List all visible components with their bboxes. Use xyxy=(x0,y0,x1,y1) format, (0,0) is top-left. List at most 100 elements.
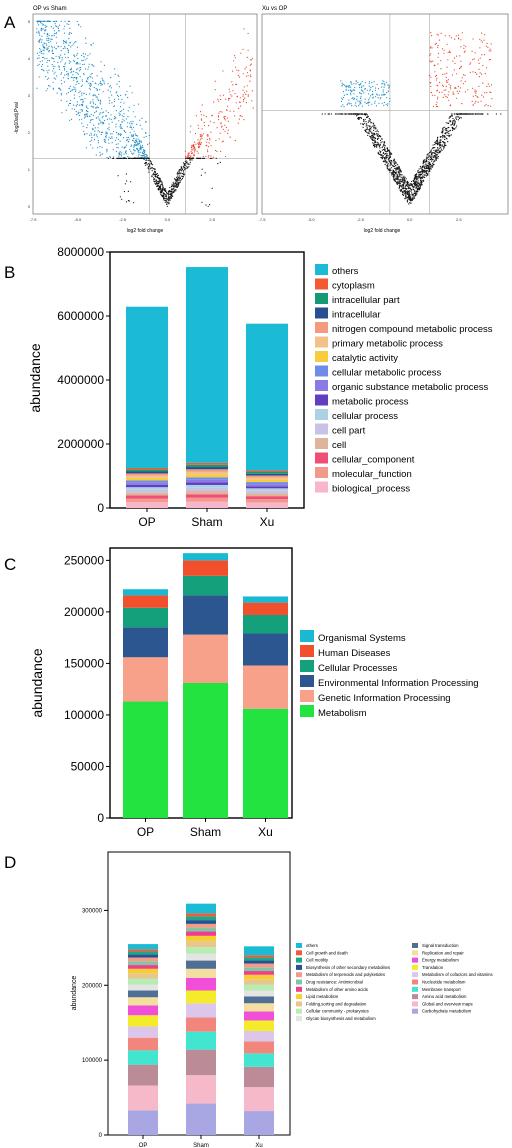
volcano-point xyxy=(123,157,125,159)
volcano-point xyxy=(84,53,86,55)
volcano-point xyxy=(51,50,53,52)
volcano-point xyxy=(82,63,84,66)
volcano-point xyxy=(412,186,414,188)
volcano-point xyxy=(446,96,448,98)
volcano-point xyxy=(44,58,46,60)
volcano-point xyxy=(173,185,175,187)
volcano-point xyxy=(452,117,454,120)
volcano-point xyxy=(436,77,438,79)
volcano-point xyxy=(95,87,97,90)
volcano-point xyxy=(427,154,429,156)
volcano-point xyxy=(75,78,78,80)
volcano-point xyxy=(116,132,118,134)
volcano-point xyxy=(130,150,132,152)
volcano-point xyxy=(125,150,127,152)
volcano-point xyxy=(179,177,181,179)
volcano-point xyxy=(473,58,475,60)
volcano-point xyxy=(430,154,432,156)
volcano-point xyxy=(86,110,88,112)
volcano-point xyxy=(46,88,49,90)
volcano-point xyxy=(441,136,443,138)
volcano-point xyxy=(460,46,462,48)
volcano-point xyxy=(113,105,116,107)
volcano-point xyxy=(136,157,138,159)
volcano-point xyxy=(433,161,435,163)
volcano-point xyxy=(348,102,350,104)
volcano-point xyxy=(369,88,371,90)
volcano-point xyxy=(60,89,62,91)
volcano-point xyxy=(115,126,117,128)
volcano-point xyxy=(436,153,438,155)
volcano-point xyxy=(92,118,94,121)
volcano-point xyxy=(41,63,44,66)
volcano-point xyxy=(238,70,240,72)
volcano-point xyxy=(399,178,401,180)
volcano-point xyxy=(243,98,245,101)
volcano-point xyxy=(397,183,399,185)
volcano-point xyxy=(464,50,466,52)
volcano-point xyxy=(133,144,135,146)
x-tick-label: OP xyxy=(138,515,155,529)
volcano-point xyxy=(200,136,202,138)
volcano-point xyxy=(160,189,162,191)
volcano-point xyxy=(159,179,161,181)
volcano-point xyxy=(428,158,430,161)
volcano-point xyxy=(411,183,413,185)
volcano-point xyxy=(206,149,209,151)
volcano-point xyxy=(464,80,466,82)
volcano-point xyxy=(472,104,474,106)
volcano-point xyxy=(176,185,179,188)
volcano-point xyxy=(390,159,393,162)
volcano-point xyxy=(454,87,456,89)
volcano-point xyxy=(456,97,458,99)
volcano-point xyxy=(53,35,55,37)
volcano-point xyxy=(132,140,134,142)
volcano-point xyxy=(430,150,432,152)
volcano-point xyxy=(124,156,126,158)
volcano-point xyxy=(427,153,429,155)
volcano-point xyxy=(402,185,404,187)
volcano-point xyxy=(237,122,239,124)
volcano-point xyxy=(438,144,440,146)
volcano-point xyxy=(208,142,210,144)
volcano-point xyxy=(371,138,373,141)
volcano-point xyxy=(174,186,176,188)
volcano-point xyxy=(251,100,253,102)
volcano-point xyxy=(169,191,171,193)
volcano-point xyxy=(404,186,406,188)
bar-segment xyxy=(186,267,228,463)
volcano-point xyxy=(473,113,475,115)
volcano-point xyxy=(224,155,227,158)
volcano-point xyxy=(349,103,351,105)
volcano-point xyxy=(126,180,128,182)
volcano-point xyxy=(366,89,368,91)
volcano-point xyxy=(64,46,66,48)
volcano-point xyxy=(125,151,127,154)
volcano-point xyxy=(434,144,436,146)
bar-segment xyxy=(126,495,168,499)
volcano-point xyxy=(450,115,452,117)
volcano-point xyxy=(126,140,128,142)
volcano-point xyxy=(100,133,102,136)
volcano-point xyxy=(199,135,201,137)
volcano-point xyxy=(407,193,409,195)
volcano-point xyxy=(410,190,412,192)
volcano-point xyxy=(439,136,441,138)
volcano-point xyxy=(389,85,391,87)
volcano-point xyxy=(152,168,154,170)
volcano-point xyxy=(416,183,418,185)
volcano-point xyxy=(67,73,69,75)
volcano-point xyxy=(405,196,407,198)
volcano-point xyxy=(432,159,434,161)
bar-segment xyxy=(123,627,168,658)
volcano-point xyxy=(215,149,217,152)
volcano-point xyxy=(417,170,419,172)
volcano-point xyxy=(385,161,387,163)
volcano-point xyxy=(409,194,411,196)
volcano-point xyxy=(361,81,363,83)
volcano-point xyxy=(394,175,396,177)
volcano-point xyxy=(401,187,403,189)
volcano-point xyxy=(437,56,439,58)
volcano-point xyxy=(195,115,197,117)
volcano-point xyxy=(378,94,380,96)
